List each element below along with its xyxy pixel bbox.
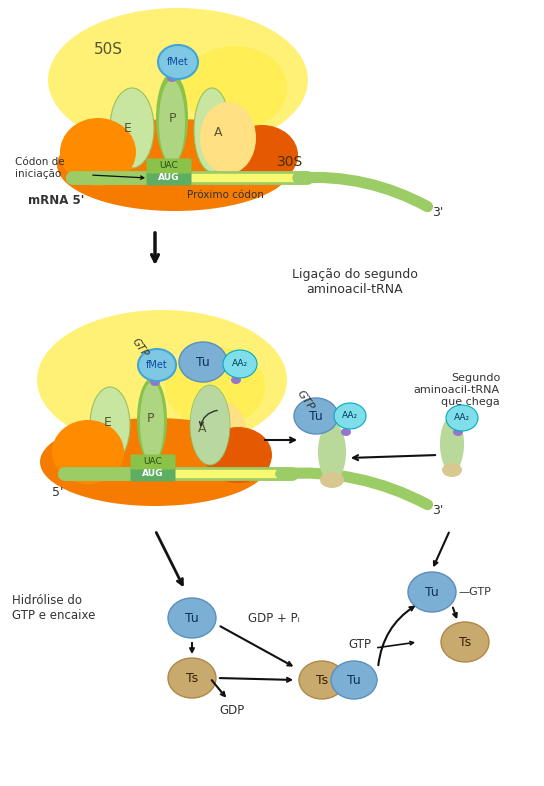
Text: GTP: GTP — [294, 388, 316, 412]
Text: GDP: GDP — [219, 703, 245, 717]
Ellipse shape — [200, 102, 256, 174]
Ellipse shape — [231, 376, 241, 384]
Ellipse shape — [226, 125, 298, 185]
Text: GTP: GTP — [349, 638, 372, 652]
Ellipse shape — [223, 350, 257, 378]
Ellipse shape — [150, 378, 160, 386]
Text: P: P — [168, 112, 176, 124]
Ellipse shape — [299, 661, 345, 699]
FancyBboxPatch shape — [146, 159, 191, 174]
Text: 30S: 30S — [277, 155, 303, 169]
Ellipse shape — [60, 118, 136, 186]
Text: P: P — [146, 412, 154, 424]
Ellipse shape — [57, 119, 293, 211]
Text: fMet: fMet — [167, 57, 189, 67]
Text: Tu: Tu — [425, 586, 439, 598]
Ellipse shape — [179, 342, 227, 382]
Text: Ligação do segundo
aminoacil-tRNA: Ligação do segundo aminoacil-tRNA — [292, 268, 418, 296]
Text: Ts: Ts — [316, 674, 328, 686]
Text: A: A — [198, 421, 206, 435]
Ellipse shape — [168, 658, 216, 698]
Text: Tu: Tu — [196, 355, 210, 369]
Text: UAC: UAC — [159, 161, 178, 171]
FancyBboxPatch shape — [131, 454, 176, 469]
Ellipse shape — [110, 88, 154, 168]
Ellipse shape — [446, 405, 478, 431]
FancyArrowPatch shape — [298, 178, 428, 207]
Text: 3': 3' — [432, 205, 444, 219]
Ellipse shape — [320, 472, 344, 488]
Text: AUG: AUG — [142, 469, 164, 479]
Ellipse shape — [334, 403, 366, 429]
Ellipse shape — [165, 347, 265, 427]
Ellipse shape — [48, 8, 308, 152]
Text: A: A — [214, 126, 222, 138]
Ellipse shape — [183, 46, 287, 130]
Text: fMet: fMet — [146, 360, 168, 370]
Ellipse shape — [159, 80, 185, 164]
Ellipse shape — [318, 422, 346, 482]
Ellipse shape — [52, 420, 124, 484]
Text: —GTP: —GTP — [458, 587, 491, 597]
Ellipse shape — [138, 349, 176, 381]
FancyBboxPatch shape — [146, 171, 191, 185]
Ellipse shape — [294, 398, 338, 434]
Text: GTP: GTP — [130, 336, 150, 359]
Text: 5': 5' — [52, 486, 64, 498]
Ellipse shape — [37, 310, 287, 450]
Ellipse shape — [156, 73, 188, 163]
Ellipse shape — [331, 661, 377, 699]
Text: 3': 3' — [432, 504, 444, 516]
Ellipse shape — [158, 45, 198, 79]
Text: UAC: UAC — [144, 457, 162, 467]
Ellipse shape — [408, 572, 456, 612]
Ellipse shape — [194, 88, 230, 172]
Text: Códon de
iniciação: Códon de iniciação — [15, 157, 65, 178]
Ellipse shape — [40, 418, 270, 506]
Ellipse shape — [440, 416, 464, 472]
Ellipse shape — [168, 598, 216, 638]
Text: Tu: Tu — [309, 410, 323, 423]
Text: Ts: Ts — [186, 671, 198, 685]
Ellipse shape — [442, 463, 462, 477]
Text: AUG: AUG — [158, 174, 180, 182]
Text: AA₂: AA₂ — [454, 413, 470, 423]
Ellipse shape — [441, 622, 489, 662]
Text: Tu: Tu — [347, 674, 361, 686]
Ellipse shape — [341, 428, 351, 436]
Ellipse shape — [167, 74, 177, 82]
Ellipse shape — [90, 387, 130, 463]
Ellipse shape — [204, 427, 272, 483]
Ellipse shape — [453, 428, 463, 436]
Ellipse shape — [137, 378, 167, 462]
Text: 50S: 50S — [94, 42, 122, 57]
Text: AA₂: AA₂ — [232, 359, 248, 369]
Text: E: E — [124, 122, 132, 134]
Text: GDP + Pᵢ: GDP + Pᵢ — [248, 612, 300, 625]
Text: Segundo
aminoacil-tRNA
que chega: Segundo aminoacil-tRNA que chega — [414, 373, 500, 406]
Text: AA₂: AA₂ — [342, 412, 358, 421]
Text: Ts: Ts — [459, 636, 471, 648]
Text: Hidrólise do
GTP e encaixe: Hidrólise do GTP e encaixe — [12, 594, 95, 622]
Text: Próximo códon: Próximo códon — [187, 190, 263, 200]
Text: Tu: Tu — [185, 612, 199, 625]
Text: mRNA 5': mRNA 5' — [28, 193, 84, 207]
Text: E: E — [104, 416, 112, 428]
Ellipse shape — [197, 401, 247, 469]
FancyArrowPatch shape — [281, 473, 428, 505]
Ellipse shape — [140, 382, 164, 462]
Ellipse shape — [190, 385, 230, 465]
FancyBboxPatch shape — [131, 467, 176, 482]
